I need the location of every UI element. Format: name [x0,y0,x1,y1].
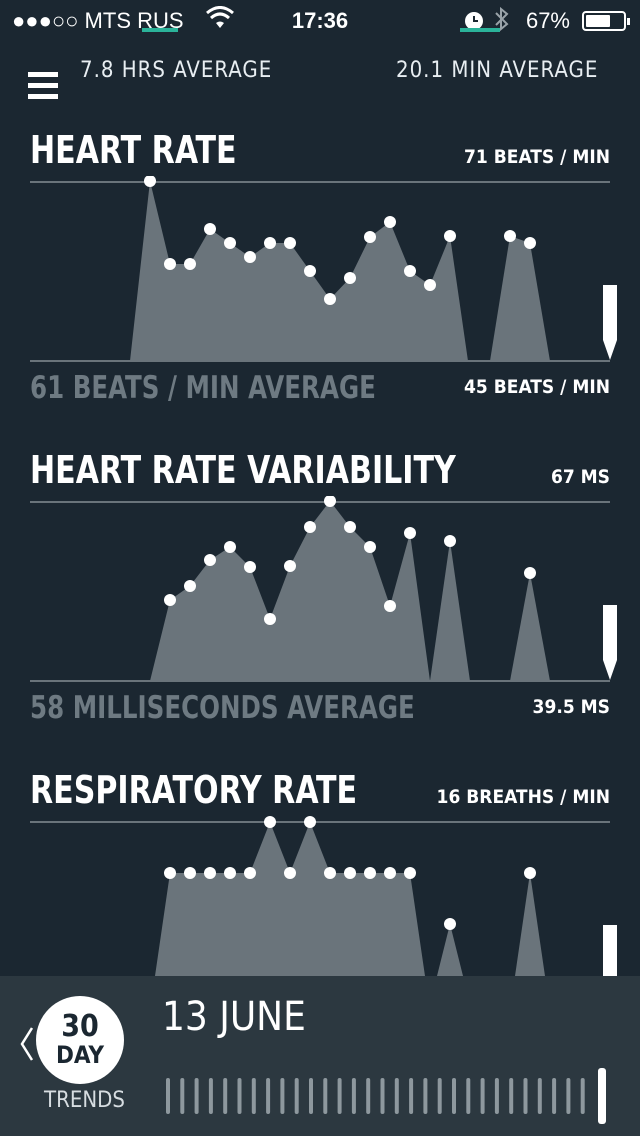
section-title: HEART RATE VARIABILITY [30,448,456,492]
duration-average: 20.1 MIN AVERAGE [396,58,599,83]
range-handle [603,285,617,360]
date-tick [480,1078,485,1114]
trend-unit: DAY [56,1041,104,1069]
alarm-indicator [460,28,500,32]
battery-level [586,15,610,27]
min-value: 45 BEATS / MIN [464,376,610,398]
respiratory-area-2 [437,924,463,976]
date-tick [409,1078,414,1114]
date-tick [294,1078,299,1114]
date-tick [380,1078,385,1114]
max-value: 71 BEATS / MIN [464,146,610,168]
date-tick [180,1078,185,1114]
date-tick [423,1078,428,1114]
range-handle [603,605,617,680]
date-tick [251,1078,256,1114]
date-tick [366,1078,371,1114]
date-tick [194,1078,199,1114]
date-scrubber[interactable] [164,1068,614,1124]
alarm-icon [465,12,483,30]
date-tick [323,1078,328,1114]
date-tick [280,1078,285,1114]
date-tick [237,1078,242,1114]
max-value: 16 BREATHS / MIN [436,786,610,808]
trends-label: TRENDS [44,1088,125,1113]
heart-rate-chart [30,176,617,362]
heart-rate-area-2 [490,236,550,361]
date-tick [494,1078,499,1114]
carrier-indicator [142,28,178,32]
date-tick [394,1078,399,1114]
sleep-average: 7.8 HRS AVERAGE [80,58,273,83]
respiratory-points [164,816,536,930]
date-tick [351,1078,356,1114]
section-title: HEART RATE [30,128,237,172]
date-tick [166,1078,170,1114]
average-value: 61 BEATS / MIN AVERAGE [30,370,376,406]
bottom-bar: 30 DAY TRENDS 13 JUNE [0,976,640,1136]
bluetooth-icon [495,6,509,32]
max-value: 67 MS [550,466,610,488]
hrv-chart [30,496,617,682]
date-tick [266,1078,271,1114]
heart-rate-points [144,176,536,305]
date-tick [223,1078,228,1114]
battery-percent: 67% [525,8,570,33]
trend-number: 30 [61,1009,99,1044]
clock: 17:36 [291,8,349,33]
status-bar: ●●●○○ MTS RUS 17:36 67% [0,0,640,40]
date-tick [537,1078,542,1114]
date-ticks [166,1078,585,1114]
respiratory-area [155,822,425,976]
date-scrubber-handle [598,1068,606,1124]
date-tick [337,1078,342,1114]
date-tick [466,1078,471,1114]
hrv-area [150,501,430,681]
heart-rate-area [130,181,468,361]
date-tick [452,1078,456,1114]
date-tick [580,1078,585,1114]
trend-period-button[interactable]: 30 DAY [36,996,124,1084]
date-tick [552,1078,557,1114]
date-tick [208,1078,213,1114]
date-tick [437,1078,442,1114]
date-tick [509,1078,514,1114]
respiratory-area-3 [515,873,545,976]
average-value: 58 MILLISECONDS AVERAGE [30,690,415,726]
min-value: 39.5 MS [532,696,610,718]
hrv-area-2 [430,541,470,681]
menu-icon[interactable] [28,72,58,102]
hrv-area-3 [510,573,550,681]
date-tick [566,1078,571,1114]
wifi-icon [206,6,234,28]
hrv-points [164,496,536,625]
selected-date: 13 JUNE [162,994,306,1040]
range-handle [603,925,617,976]
battery-icon [582,11,630,31]
respiratory-chart [30,816,617,976]
date-tick [309,1078,313,1114]
chevron-left-icon[interactable] [16,1024,36,1064]
section-title: RESPIRATORY RATE [30,768,358,812]
date-tick [523,1078,528,1114]
